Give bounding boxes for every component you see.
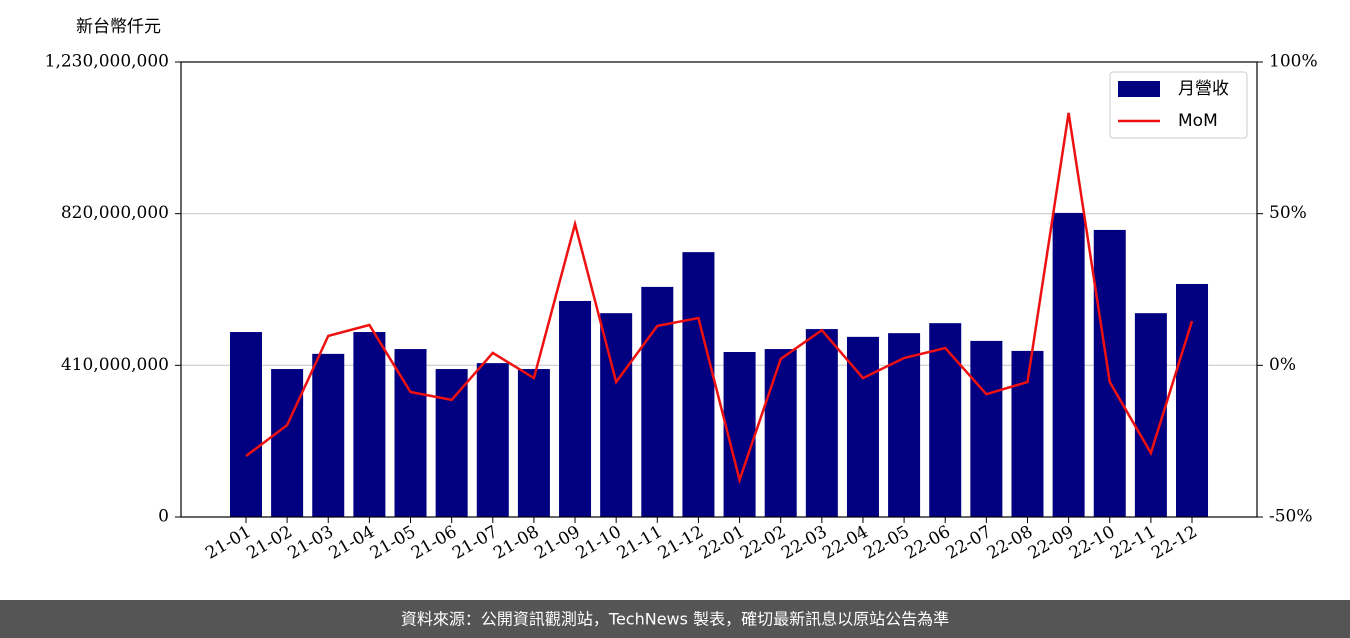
bar bbox=[353, 332, 386, 517]
bar bbox=[517, 369, 550, 517]
bar bbox=[805, 329, 838, 517]
bar bbox=[271, 369, 304, 517]
bar bbox=[476, 363, 509, 517]
y2-tick-label: 100% bbox=[1269, 52, 1318, 72]
bar bbox=[1176, 283, 1209, 517]
plot-frame bbox=[180, 61, 1258, 518]
y2-tick-label: 50% bbox=[1269, 203, 1307, 223]
y-axis-title: 新台幣仟元 bbox=[76, 17, 161, 37]
legend-label: 月營收 bbox=[1178, 79, 1229, 99]
bar bbox=[312, 353, 345, 517]
footer-bar bbox=[0, 600, 1350, 638]
bar bbox=[229, 332, 262, 517]
legend-label: MoM bbox=[1178, 111, 1218, 131]
bar bbox=[1093, 229, 1126, 517]
y-tick-label: 0 bbox=[158, 507, 169, 527]
y2-tick-label: 0% bbox=[1269, 355, 1296, 375]
y-tick-label: 410,000,000 bbox=[61, 355, 169, 375]
bar bbox=[764, 349, 797, 517]
bar bbox=[888, 333, 921, 517]
bar bbox=[1052, 212, 1085, 518]
legend-swatch bbox=[1118, 81, 1160, 97]
bar bbox=[970, 340, 1003, 517]
bar bbox=[559, 300, 592, 517]
bar bbox=[435, 369, 468, 517]
bar bbox=[929, 323, 962, 517]
y-tick-label: 820,000,000 bbox=[61, 203, 169, 223]
bar bbox=[641, 286, 674, 517]
bar bbox=[682, 252, 715, 517]
y2-tick-label: -50% bbox=[1269, 507, 1313, 527]
footer-text: 資料來源：公開資訊觀測站，TechNews 製表，確切最新訊息以原站公告為準 bbox=[401, 610, 949, 629]
bar bbox=[600, 313, 633, 517]
y-tick-label: 1,230,000,000 bbox=[45, 52, 169, 72]
line bbox=[245, 112, 1194, 485]
bar bbox=[394, 349, 427, 517]
